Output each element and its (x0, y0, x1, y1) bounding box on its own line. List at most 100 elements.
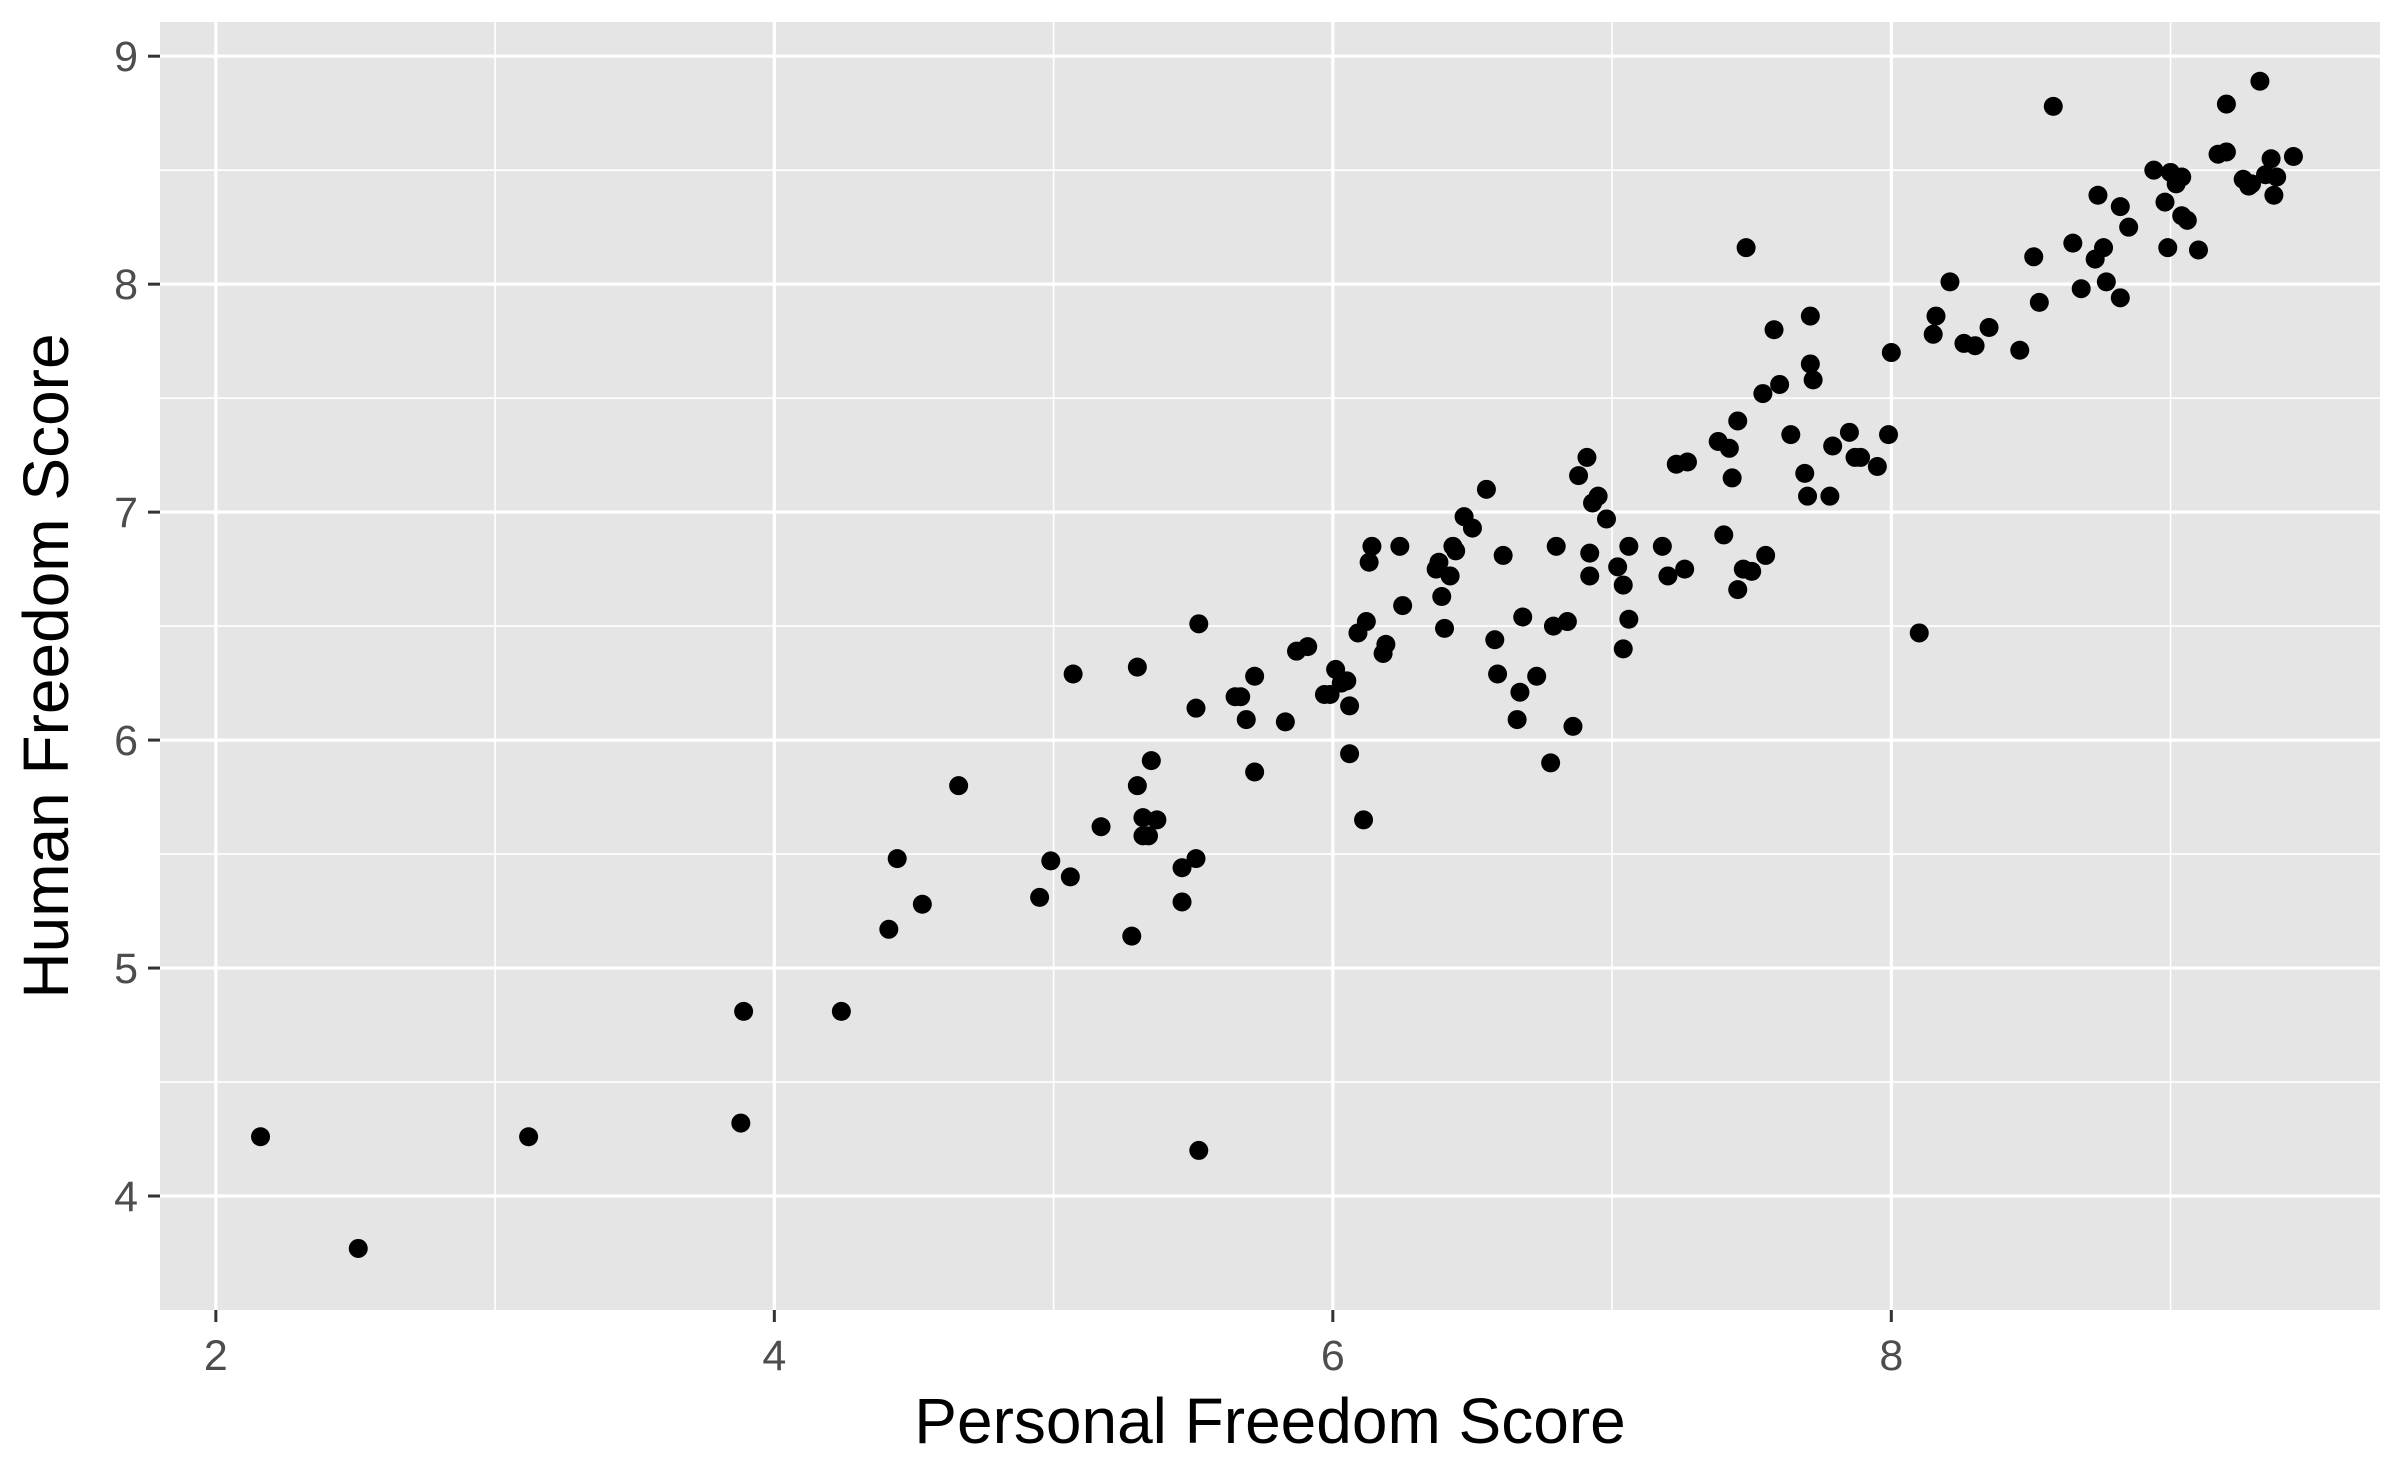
data-point (1354, 810, 1374, 830)
data-point (1580, 543, 1600, 563)
data-point (1879, 425, 1899, 445)
data-point (2096, 272, 2116, 292)
data-point (1245, 666, 1265, 686)
data-point (1965, 336, 1985, 356)
data-point (2261, 149, 2281, 169)
data-point (2063, 233, 2083, 253)
y-tick-label: 7 (114, 489, 138, 537)
data-point (2088, 185, 2108, 205)
data-point (1728, 580, 1748, 600)
data-point (1063, 664, 1083, 684)
y-tick-label: 4 (114, 1173, 138, 1221)
data-point (1141, 751, 1161, 771)
y-tick-label: 8 (114, 261, 138, 309)
data-point (1122, 926, 1142, 946)
data-point (1764, 320, 1784, 340)
data-point (1513, 607, 1533, 627)
data-point (1753, 384, 1773, 404)
data-point (2188, 240, 2208, 260)
data-point (2119, 217, 2139, 237)
x-tick-label: 6 (1321, 1332, 1345, 1380)
data-point (2177, 210, 2197, 230)
data-point (1803, 370, 1823, 390)
data-point (1476, 479, 1496, 499)
data-point (1677, 452, 1697, 472)
data-point (1440, 566, 1460, 586)
data-point (1362, 536, 1382, 556)
data-point (1275, 712, 1295, 732)
data-point (2110, 288, 2130, 308)
data-point (879, 919, 899, 939)
data-point (1189, 1140, 1209, 1160)
data-point (2144, 160, 2164, 180)
data-point (1658, 566, 1678, 586)
data-point (2024, 247, 2044, 267)
data-point (1619, 609, 1639, 629)
data-point (1245, 762, 1265, 782)
data-point (1390, 536, 1410, 556)
data-point (1728, 411, 1748, 431)
x-axis-ticks: 2 4 6 8 (204, 1310, 1903, 1380)
data-point (1781, 425, 1801, 445)
data-point (1432, 586, 1452, 606)
data-point (2158, 238, 2178, 258)
data-point (1580, 566, 1600, 586)
data-point (2110, 197, 2130, 217)
y-tick-label: 6 (114, 717, 138, 765)
data-point (1376, 634, 1396, 654)
data-point (1839, 422, 1859, 442)
data-point (1588, 486, 1608, 506)
data-point (1736, 238, 1756, 258)
data-point (831, 1001, 851, 1021)
data-point (1557, 612, 1577, 632)
data-point (1546, 536, 1566, 556)
data-point (1356, 612, 1376, 632)
data-point (1823, 436, 1843, 456)
data-point (1979, 317, 1999, 337)
y-axis-title: Human Freedom Score (10, 333, 82, 998)
data-point (2155, 192, 2175, 212)
data-point (2172, 167, 2192, 187)
data-point (1742, 561, 1762, 581)
data-point (1569, 466, 1589, 486)
data-point (1800, 306, 1820, 326)
data-point (887, 849, 907, 869)
data-point (1186, 849, 1206, 869)
data-point (1675, 559, 1695, 579)
data-point (1851, 447, 1871, 467)
data-point (1298, 637, 1318, 657)
data-point (1756, 545, 1776, 565)
data-point (1186, 698, 1206, 718)
data-point (348, 1238, 368, 1258)
x-tick-label: 4 (762, 1332, 786, 1380)
data-point (1800, 354, 1820, 374)
data-point (1613, 639, 1633, 659)
data-point (1189, 614, 1209, 634)
data-point (1236, 710, 1256, 730)
data-point (2094, 238, 2114, 258)
data-point (1940, 272, 1960, 292)
data-point (2267, 167, 2287, 187)
data-point (1577, 447, 1597, 467)
y-tick-label: 5 (114, 945, 138, 993)
data-point (1172, 858, 1192, 878)
data-point (1060, 867, 1080, 887)
data-point (1231, 687, 1251, 707)
x-axis-title: Personal Freedom Score (914, 1385, 1625, 1457)
data-point (1359, 552, 1379, 572)
data-point (912, 894, 932, 914)
data-point (2264, 185, 2284, 205)
data-point (1596, 509, 1616, 529)
data-point (1340, 696, 1360, 716)
data-point (731, 1113, 751, 1133)
data-point (1030, 887, 1050, 907)
data-point (1139, 826, 1159, 846)
data-point (1147, 810, 1167, 830)
data-point (1435, 618, 1455, 638)
data-point (1926, 306, 1946, 326)
data-points (251, 71, 2303, 1258)
data-point (1613, 575, 1633, 595)
data-point (2043, 96, 2063, 116)
data-point (1770, 374, 1790, 394)
